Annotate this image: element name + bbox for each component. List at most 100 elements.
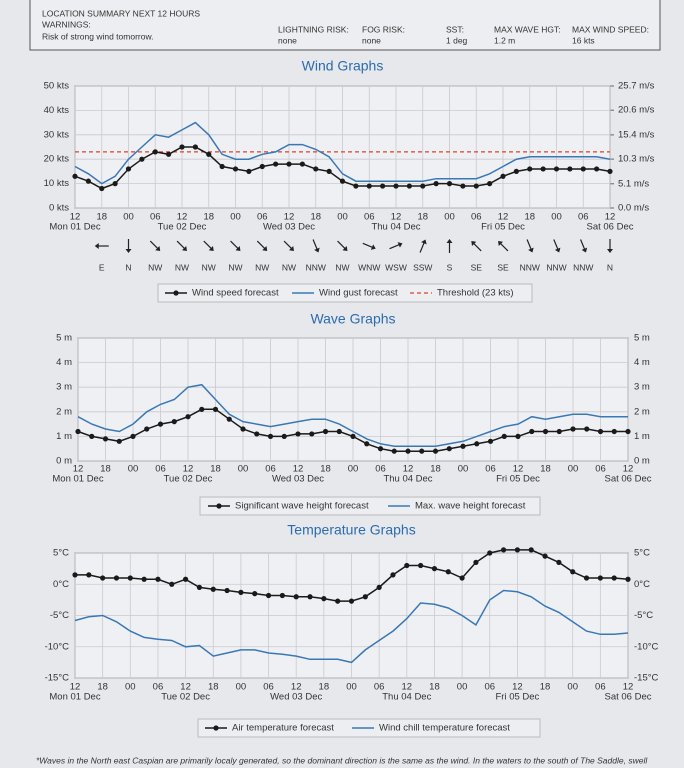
wind-arrow [526, 239, 534, 253]
data-point [460, 443, 466, 449]
wind-direction: NNW [520, 262, 540, 272]
y-tick-label: 5°C [53, 548, 69, 559]
y-tick-label: 1 m [56, 431, 72, 442]
x-tick-label: 06 [375, 464, 386, 475]
wind-direction: NW [148, 262, 162, 272]
x-tick-label: 12 [403, 464, 414, 475]
x-tick-label: 06 [485, 464, 496, 475]
day-label: Wed 03 Dec [263, 222, 315, 233]
arrow-head [498, 241, 503, 246]
x-tick-label: 12 [180, 682, 191, 693]
day-label: Mon 01 Dec [49, 692, 100, 703]
data-point [166, 151, 172, 157]
arrow-head [581, 247, 588, 253]
data-point [500, 173, 506, 179]
wind-arrow [125, 239, 132, 253]
wind-arrow [149, 240, 161, 251]
x-tick-label: 06 [471, 212, 482, 223]
arrow-head [370, 244, 376, 250]
x-tick-label: 06 [265, 464, 276, 475]
day-label: Mon 01 Dec [52, 474, 103, 485]
data-point [432, 448, 439, 454]
data-point [206, 151, 212, 157]
y2-tick-label: 5.1 m/s [618, 178, 649, 189]
wind-direction: N [125, 262, 131, 272]
wind-direction: NNW [306, 262, 326, 272]
data-point [130, 433, 136, 439]
arrow-head [94, 243, 99, 249]
data-point [594, 166, 600, 172]
x-tick-label: 06 [150, 212, 161, 223]
data-point [157, 421, 164, 427]
y-tick-label-right: 4 m [634, 357, 650, 368]
data-point [597, 428, 604, 435]
x-tick-label: 00 [238, 464, 249, 475]
x-tick-label: 00 [230, 212, 241, 223]
arrow-head [342, 246, 348, 251]
legend-label: Wind speed forecast [192, 288, 279, 299]
data-point [380, 183, 386, 189]
x-tick-label: 00 [551, 212, 562, 223]
x-tick-label: 06 [484, 682, 495, 693]
y-tick-label: -5°C [50, 610, 69, 621]
legend-label: Significant wave height forecast [235, 501, 369, 512]
wind-direction: NW [255, 262, 269, 272]
data-point [625, 428, 631, 435]
x-tick-label: 18 [97, 682, 108, 693]
data-point [611, 428, 617, 435]
x-tick-label: 12 [605, 212, 616, 223]
x-tick-label: 18 [320, 464, 331, 475]
legend-marker [173, 290, 179, 296]
data-point [267, 433, 274, 439]
arrow-head [314, 247, 320, 253]
arrow-shaft [499, 242, 509, 252]
y-tick-label: 40 kts [44, 105, 70, 116]
x-tick-label: 12 [73, 464, 84, 475]
arrow-head [182, 246, 187, 251]
x-tick-label: 12 [391, 212, 402, 223]
arrow-head [397, 242, 403, 248]
y-tick-label-right: 2 m [634, 406, 650, 417]
data-point [500, 547, 507, 553]
x-tick-label: 06 [263, 682, 274, 693]
y-tick-label-right: -10°C [634, 641, 659, 652]
field-label: LIGHTNING RISK: [278, 24, 349, 34]
data-point [339, 178, 346, 184]
data-point [348, 598, 355, 604]
field-value: 1.2 m [494, 35, 515, 45]
y-tick-label: 2 m [56, 406, 72, 417]
wind-arrow [471, 241, 482, 252]
field-label: MAX WAVE HGT: [494, 24, 561, 34]
data-point [514, 547, 521, 553]
warnings-text: Risk of strong wind tomorrow. [42, 31, 153, 41]
wind-direction: NNW [573, 262, 593, 272]
wind-direction: SSW [413, 262, 432, 272]
wind-arrow [312, 239, 320, 253]
y-tick-label: 0°C [53, 579, 69, 590]
day-label: Fri 05 Dec [481, 222, 525, 233]
arrow-shaft [312, 239, 319, 251]
data-point [155, 576, 161, 582]
data-point [265, 592, 272, 599]
wind-arrow [607, 239, 613, 253]
legend-label: Max. wave height forecast [415, 501, 526, 512]
wind-direction: NW [282, 262, 296, 272]
data-point [99, 185, 105, 192]
data-point [513, 168, 519, 174]
data-point [335, 598, 341, 604]
data-point [515, 433, 521, 439]
data-point [185, 414, 191, 420]
day-label: Tue 02 Dec [164, 474, 213, 485]
y-tick-label-right: -5°C [634, 610, 653, 621]
x-tick-label: 00 [123, 212, 134, 223]
y2-tick-label: 20.6 m/s [618, 105, 655, 116]
x-tick-label: 00 [337, 212, 348, 223]
x-tick-label: 18 [429, 682, 440, 693]
x-tick-label: 00 [444, 212, 455, 223]
x-tick-label: 06 [153, 682, 164, 693]
arrow-head [262, 246, 268, 251]
arrow-head [471, 241, 477, 246]
wind-arrow [230, 240, 241, 251]
x-tick-label: 12 [284, 212, 295, 223]
